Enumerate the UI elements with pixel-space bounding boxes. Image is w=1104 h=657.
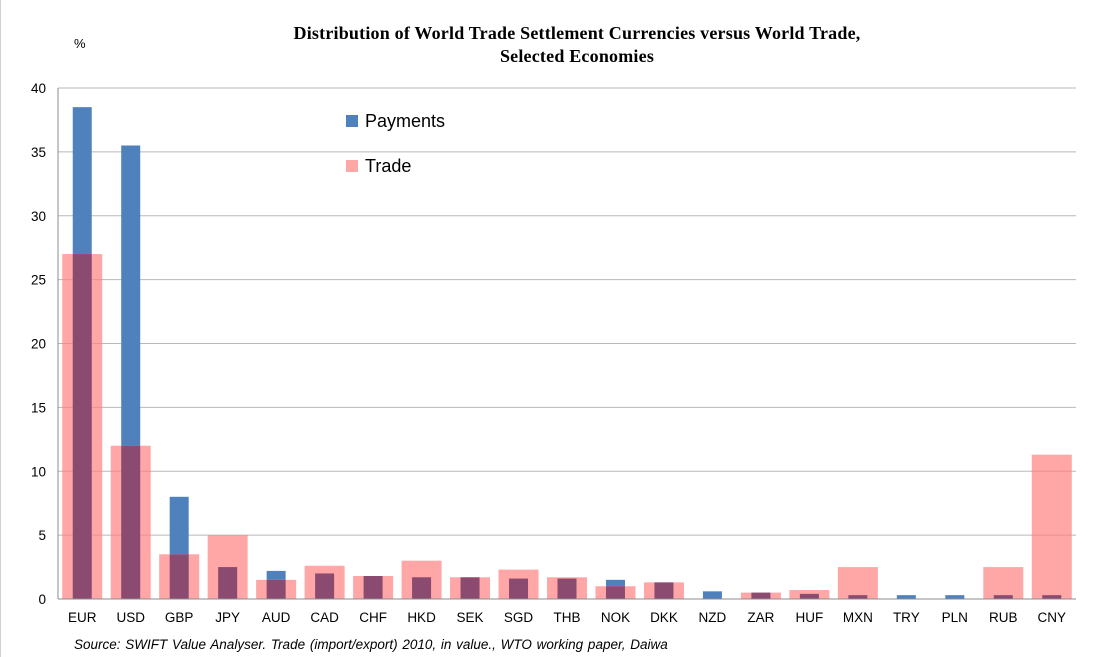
bar-payments-overlap-thb: [557, 578, 577, 599]
bar-payments-gbp: [169, 496, 189, 555]
chart-title: Distribution of World Trade Settlement C…: [0, 22, 1104, 68]
legend-swatch-trade: [346, 160, 358, 172]
bar-payments-overlap-usd: [121, 445, 141, 599]
x-tick-label-huf: HUF: [796, 610, 824, 625]
x-tick-label-hkd: HKD: [407, 610, 436, 625]
x-tick-label-jpy: JPY: [215, 610, 240, 625]
bar-payments-overlap-sgd: [509, 578, 529, 599]
x-tick-label-chf: CHF: [359, 610, 387, 625]
y-tick-label-25: 25: [31, 273, 46, 288]
y-tick-label-0: 0: [38, 592, 46, 607]
bar-payments-nok: [605, 579, 625, 587]
x-tick-label-zar: ZAR: [747, 610, 774, 625]
bar-trade-cny: [1031, 454, 1072, 599]
bar-payments-overlap-gbp: [169, 554, 189, 599]
bar-payments-overlap-zar: [751, 592, 771, 599]
legend-label-payments: Payments: [365, 111, 445, 131]
x-tick-label-thb: THB: [554, 610, 581, 625]
x-tick-label-nok: NOK: [601, 610, 630, 625]
bar-payments-overlap-eur: [72, 254, 92, 599]
x-tick-label-rub: RUB: [989, 610, 1018, 625]
x-tick-label-cny: CNY: [1038, 610, 1067, 625]
bar-payments-usd: [121, 145, 141, 446]
x-tick-label-sek: SEK: [457, 610, 484, 625]
bar-payments-overlap-dkk: [654, 582, 674, 599]
bar-trade-rub: [983, 567, 1024, 599]
chart-title-line2: Selected Economies: [499, 46, 655, 66]
bar-payments-overlap-sek: [460, 577, 480, 599]
x-tick-label-mxn: MXN: [843, 610, 873, 625]
y-tick-label-15: 15: [31, 400, 46, 415]
x-tick-label-cad: CAD: [310, 610, 339, 625]
bar-payments-nzd: [702, 591, 722, 599]
y-axis-unit-label: %: [74, 36, 86, 51]
x-tick-label-dkk: DKK: [650, 610, 678, 625]
y-tick-label-20: 20: [31, 337, 46, 352]
chart-title-line1: Distribution of World Trade Settlement C…: [293, 23, 861, 43]
bar-payments-overlap-mxn: [848, 595, 868, 599]
bar-payments-overlap-huf: [799, 593, 819, 599]
x-tick-label-gbp: GBP: [165, 610, 194, 625]
legend-swatch-payments: [346, 115, 358, 127]
y-tick-label-35: 35: [31, 145, 46, 160]
bar-payments-overlap-aud: [266, 579, 286, 599]
source-note: Source: SWIFT Value Analyser. Trade (imp…: [74, 637, 668, 652]
bar-payments-overlap-cny: [1042, 595, 1062, 599]
bar-payments-eur: [72, 107, 92, 255]
bar-payments-overlap-cad: [315, 573, 335, 599]
x-tick-label-pln: PLN: [942, 610, 968, 625]
bar-payments-overlap-chf: [363, 576, 383, 599]
y-tick-label-5: 5: [38, 528, 46, 543]
x-tick-label-sgd: SGD: [504, 610, 534, 625]
bar-payments-try: [896, 595, 916, 599]
bar-payments-overlap-rub: [993, 595, 1013, 599]
y-tick-label-40: 40: [31, 81, 46, 96]
bar-payments-overlap-nok: [605, 586, 625, 599]
legend-label-trade: Trade: [365, 156, 411, 176]
x-tick-label-eur: EUR: [68, 610, 97, 625]
y-tick-label-30: 30: [31, 209, 46, 224]
bar-payments-pln: [945, 595, 965, 599]
x-tick-label-try: TRY: [893, 610, 920, 625]
x-tick-label-nzd: NZD: [699, 610, 727, 625]
bar-payments-aud: [266, 570, 286, 580]
bar-payments-overlap-jpy: [218, 567, 238, 599]
bar-payments-overlap-hkd: [412, 577, 432, 599]
x-tick-label-aud: AUD: [262, 610, 291, 625]
x-tick-label-usd: USD: [116, 610, 145, 625]
y-tick-label-10: 10: [31, 464, 46, 479]
bar-trade-mxn: [837, 567, 878, 599]
